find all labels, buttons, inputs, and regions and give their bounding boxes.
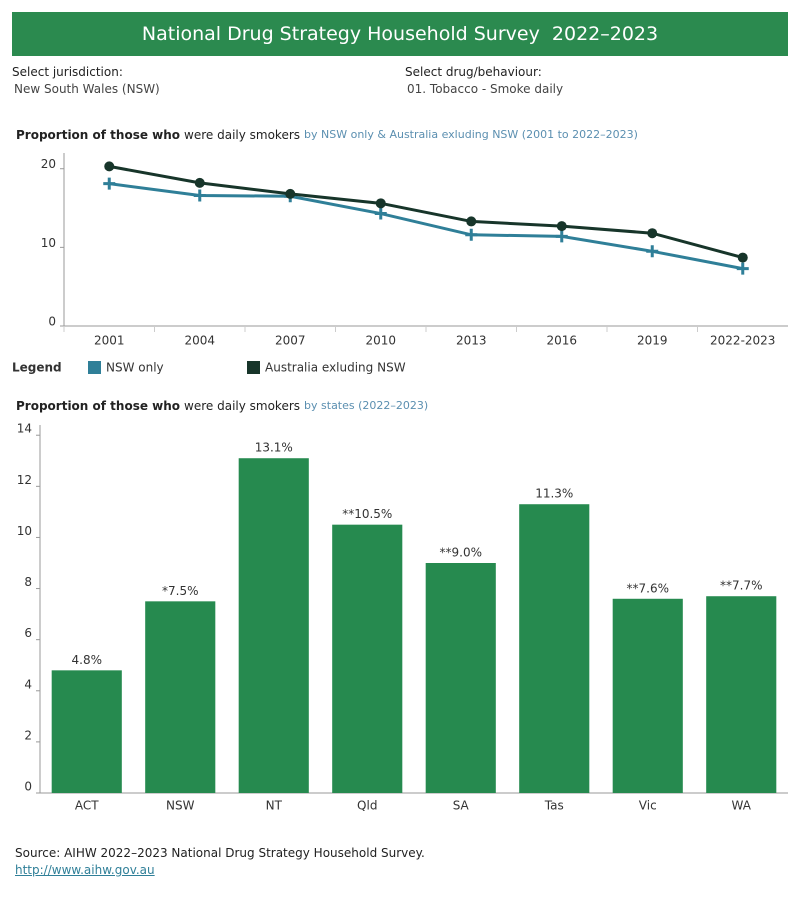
marker	[193, 189, 206, 202]
marker	[647, 228, 658, 239]
marker	[555, 230, 568, 243]
legend-title: Legend	[12, 361, 62, 375]
bar	[238, 458, 309, 793]
x-tick-label: 2013	[456, 334, 487, 348]
title-part: were daily smokers	[184, 399, 300, 413]
filter: Select jurisdiction: New South Wales (NS…	[12, 65, 160, 99]
bar	[51, 670, 122, 793]
x-tick-label: ACT	[75, 799, 99, 813]
filter-value[interactable]: 01. Tobacco - Smoke daily	[407, 82, 564, 96]
value-label: **7.6%	[627, 581, 670, 595]
y-tick-label: 10	[41, 236, 56, 250]
value-label: **10.5%	[342, 507, 392, 521]
x-tick-label: 2007	[275, 334, 306, 348]
header-title: National Drug Strategy Household Survey …	[12, 12, 788, 56]
y-tick-label: 2	[24, 728, 32, 742]
value-label: 13.1%	[255, 441, 293, 455]
marker	[375, 198, 386, 209]
filter: Select drug/behaviour: 01. Tobacco - Smo…	[405, 65, 563, 99]
chart-title: Proportion of those who were daily smoker…	[16, 128, 638, 142]
x-tick-label: 2019	[637, 334, 668, 348]
marker	[103, 177, 116, 190]
x-tick-label: 2010	[365, 334, 396, 348]
title-part: by NSW only & Australia exluding NSW (20…	[304, 128, 638, 141]
marker	[374, 207, 387, 220]
value-label: **9.0%	[440, 546, 483, 560]
marker	[737, 252, 748, 263]
title-part: were daily smokers	[184, 128, 300, 142]
value-label: **7.7%	[720, 579, 763, 593]
charts: Proportion of those who were daily smoker…	[12, 128, 788, 813]
legend-swatch	[88, 361, 101, 374]
line	[108, 164, 744, 260]
value-label: 4.8%	[72, 653, 103, 667]
marker	[104, 161, 115, 172]
bar	[519, 504, 590, 793]
chart-title: Proportion of those who were daily smoker…	[16, 399, 428, 413]
legend-label: Australia exluding NSW	[265, 361, 406, 375]
filter-label: Select jurisdiction:	[12, 65, 123, 79]
filter-label: Select drug/behaviour:	[405, 65, 542, 79]
source-text: Source: AIHW 2022–2023 National Drug Str…	[15, 846, 425, 860]
line	[109, 182, 744, 271]
y-tick-label: 6	[24, 626, 32, 640]
marker	[194, 177, 205, 188]
y-tick-label: 20	[41, 157, 56, 171]
title-part: Proportion of those who	[16, 399, 180, 413]
marker	[736, 262, 749, 275]
value-label: *7.5%	[162, 584, 199, 598]
bar	[332, 524, 403, 793]
title-part: Proportion of those who	[16, 128, 180, 142]
x-tick-label: WA	[732, 799, 752, 813]
y-tick-label: 4	[24, 677, 32, 691]
x-tick-label: Qld	[357, 799, 377, 813]
filter-value[interactable]: New South Wales (NSW)	[14, 82, 160, 96]
x-tick-label: 2022-2023	[710, 334, 775, 348]
value-label: 11.3%	[535, 487, 573, 501]
bar	[425, 563, 496, 793]
title-part: by states (2022–2023)	[304, 399, 428, 412]
x-tick-label: 2016	[546, 334, 577, 348]
x-tick-label: NSW	[166, 799, 195, 813]
bar	[612, 598, 683, 793]
source-link[interactable]: http://www.aihw.gov.au	[15, 863, 155, 877]
bar	[145, 601, 216, 793]
x-tick-label: NT	[266, 799, 283, 813]
y-tick-label: 0	[48, 315, 56, 329]
marker	[646, 245, 659, 258]
bar	[706, 596, 777, 793]
source: Source: AIHW 2022–2023 National Drug Str…	[15, 845, 425, 879]
legend-label: NSW only	[106, 361, 164, 375]
x-tick-label: Tas	[544, 799, 564, 813]
x-tick-label: 2004	[184, 334, 215, 348]
y-tick-label: 10	[17, 524, 32, 538]
y-tick-label: 0	[24, 780, 32, 794]
marker	[465, 228, 478, 241]
y-tick-label: 12	[17, 473, 32, 487]
x-tick-label: Vic	[639, 799, 657, 813]
x-tick-label: 2001	[94, 334, 125, 348]
marker	[466, 216, 477, 227]
marker	[285, 188, 296, 199]
x-tick-label: SA	[453, 799, 470, 813]
y-tick-label: 8	[24, 575, 32, 589]
y-tick-label: 14	[17, 422, 32, 436]
legend-swatch	[247, 361, 260, 374]
marker	[556, 221, 567, 232]
